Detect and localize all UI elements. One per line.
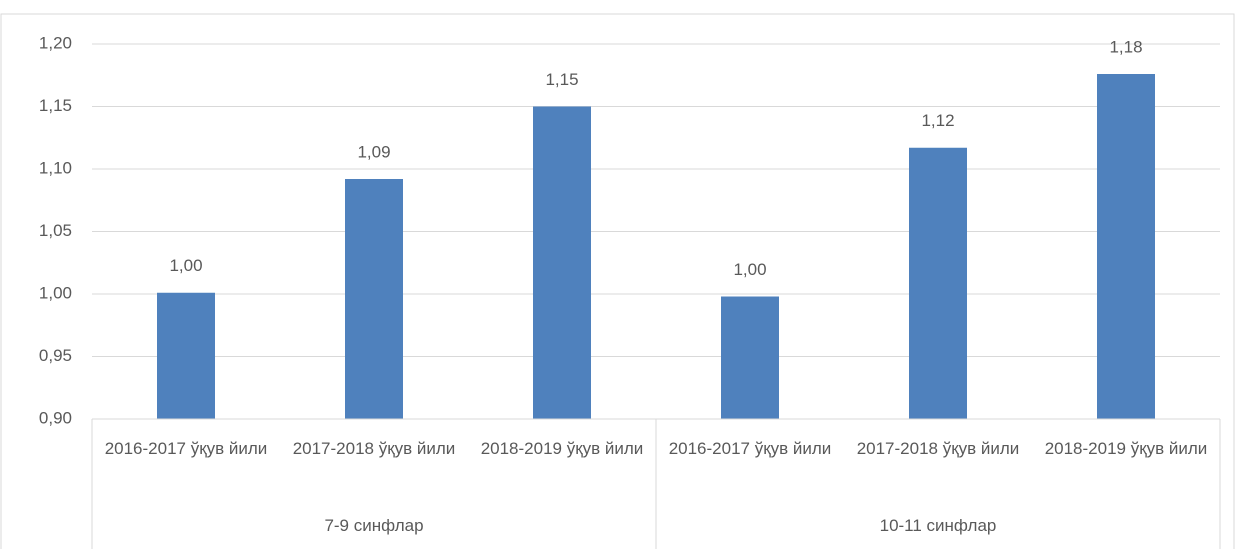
data-label: 1,00 (169, 256, 202, 275)
x-tick-label: 2017-2018 ўқув йили (292, 439, 456, 458)
bar (157, 292, 215, 419)
group-label: 7-9 синфлар (324, 516, 424, 535)
x-tick-label: 2016-2017 ўқув йили (668, 439, 832, 458)
bar (721, 296, 779, 419)
data-label: 1,12 (921, 111, 954, 130)
data-label: 1,15 (545, 70, 578, 89)
bar (909, 147, 967, 419)
chart-border (0, 13, 1235, 549)
y-tick-label: 1,20 (39, 33, 72, 52)
bar (533, 106, 591, 419)
x-tick-label: 2017-2018 ўқув йили (856, 439, 1020, 458)
data-label: 1,18 (1109, 37, 1142, 56)
data-label: 1,00 (733, 260, 766, 279)
y-tick-label: 1,05 (39, 221, 72, 240)
group-label: 10-11 синфлар (879, 516, 997, 535)
y-tick-label: 0,90 (39, 408, 72, 427)
x-tick-label: 2016-2017 ўқув йили (104, 439, 268, 458)
bar (345, 179, 403, 419)
y-tick-label: 1,15 (39, 96, 72, 115)
data-label: 1,09 (357, 142, 390, 161)
x-tick-label: 2018-2019 ўқув йили (1044, 439, 1208, 458)
y-tick-label: 0,95 (39, 346, 72, 365)
bar (1097, 74, 1155, 419)
x-tick-label: 2018-2019 ўқув йили (480, 439, 644, 458)
y-tick-label: 1,10 (39, 158, 72, 177)
y-tick-label: 1,00 (39, 283, 72, 302)
